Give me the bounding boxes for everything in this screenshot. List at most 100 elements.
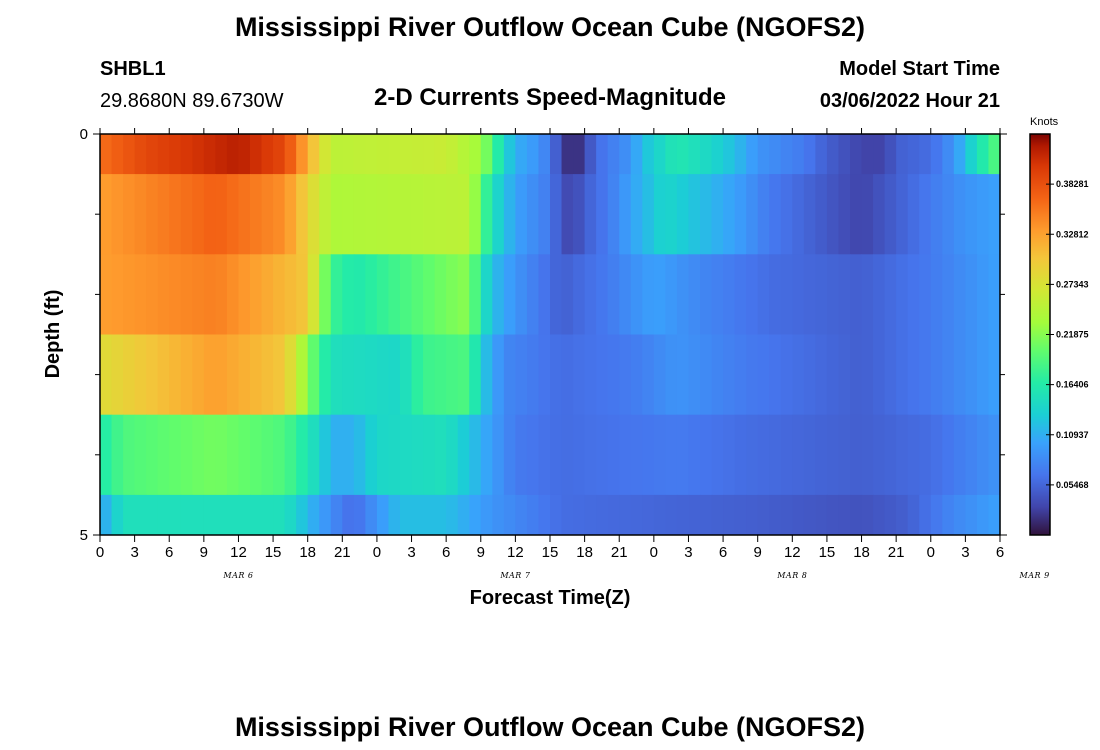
model-start-value: 03/06/2022 Hour 21 <box>820 90 1000 112</box>
heatmap-cell <box>561 174 574 255</box>
heatmap-cell <box>780 414 793 496</box>
heatmap-cell <box>146 134 159 175</box>
heatmap-cell <box>307 254 320 335</box>
heatmap-cell <box>746 134 759 175</box>
heatmap-cell <box>388 494 401 536</box>
heatmap-cell <box>953 174 966 255</box>
heatmap-cell <box>711 254 724 335</box>
heatmap-cell <box>550 254 563 335</box>
x-tick-label: 3 <box>961 544 969 561</box>
heatmap-cell <box>826 134 840 175</box>
heatmap-cell <box>169 174 182 255</box>
heatmap-cell <box>723 174 736 255</box>
heatmap-cell <box>203 134 216 175</box>
heatmap-cell <box>896 414 909 496</box>
heatmap-cell <box>307 414 320 496</box>
heatmap-cell <box>538 334 551 416</box>
heatmap-cell <box>792 414 805 496</box>
heatmap-cell <box>942 494 955 536</box>
heatmap-cell <box>400 334 413 416</box>
heatmap-cell <box>273 494 286 536</box>
heatmap-cell <box>803 334 816 416</box>
heatmap-cell <box>434 254 447 335</box>
heatmap-cell <box>192 134 205 175</box>
heatmap-cell <box>180 134 193 175</box>
heatmap-cell <box>296 334 309 416</box>
heatmap-cell <box>953 494 966 536</box>
heatmap-cell <box>100 494 113 536</box>
heatmap-cell <box>400 174 413 255</box>
heatmap-cell <box>353 254 366 335</box>
station-coordinates: 29.8680N 89.6730W <box>100 90 284 112</box>
heatmap-cell <box>896 494 909 536</box>
chart-title: 2-D Currents Speed-Magnitude <box>374 84 726 111</box>
heatmap-cell <box>100 174 113 255</box>
heatmap-cell <box>515 494 528 536</box>
heatmap-cell <box>607 414 620 496</box>
heatmap-cell <box>123 414 136 496</box>
heatmap-cell <box>861 414 874 496</box>
heatmap-cell <box>596 174 609 255</box>
heatmap-cell <box>873 134 886 175</box>
heatmap-cell <box>596 494 609 536</box>
heatmap-cell <box>376 174 390 255</box>
heatmap-cell <box>942 334 955 416</box>
heatmap-cell <box>503 414 516 496</box>
heatmap-cell <box>873 174 886 255</box>
heatmap-cell <box>100 254 113 335</box>
heatmap-cell <box>492 334 505 416</box>
heatmap-cell <box>619 414 632 496</box>
heatmap-cell <box>111 414 124 496</box>
heatmap-cell <box>238 334 251 416</box>
heatmap-cell <box>746 334 759 416</box>
heatmap-cell <box>607 174 620 255</box>
station-id: SHBL1 <box>100 58 166 80</box>
heatmap-cell <box>988 414 1001 496</box>
heatmap-cell <box>180 494 193 536</box>
heatmap-cell <box>480 494 493 536</box>
heatmap-cell <box>146 494 159 536</box>
colorbar-tick-label: 0.32812 <box>1056 229 1089 239</box>
heatmap-cell <box>642 134 655 175</box>
heatmap-cell <box>307 174 320 255</box>
heatmap-cell <box>953 134 966 175</box>
heatmap-cell <box>930 254 943 335</box>
heatmap-cell <box>942 134 955 175</box>
x-axis-ticks: 0 3 6 9 12 15 18 21 0 3 6 9 12 15 18 21 0 3 6 9 12 15 18 21 0 3 6 <box>96 128 1004 561</box>
heatmap-cell <box>676 414 690 496</box>
heatmap-cell <box>388 414 401 496</box>
heatmap-cell <box>503 494 516 536</box>
heatmap-cell <box>434 414 447 496</box>
heatmap-cell <box>457 414 470 496</box>
heatmap-cell <box>469 414 482 496</box>
heatmap-cell <box>423 414 436 496</box>
heatmap-cell <box>342 334 355 416</box>
heatmap-cell <box>353 414 366 496</box>
heatmap-cell <box>203 174 216 255</box>
heatmap-cell <box>238 414 251 496</box>
heatmap <box>100 134 1001 536</box>
heatmap-cell <box>503 174 516 255</box>
heatmap-cell <box>330 494 343 536</box>
heatmap-cell <box>365 174 378 255</box>
heatmap-cell <box>573 334 586 416</box>
heatmap-cell <box>411 174 424 255</box>
heatmap-cell <box>100 414 113 496</box>
heatmap-cell <box>850 254 863 335</box>
heatmap-cell <box>215 494 228 536</box>
heatmap-cell <box>942 414 955 496</box>
colorbar-unit: Knots <box>1030 116 1059 128</box>
heatmap-cell <box>100 134 113 175</box>
colorbar-ticks: 0.38281 0.32812 0.27343 0.21875 0.16406 0.109… <box>1046 179 1089 490</box>
heatmap-cell <box>619 174 632 255</box>
heatmap-cell <box>769 134 782 175</box>
heatmap-cell <box>838 494 851 536</box>
heatmap-cell <box>353 334 366 416</box>
heatmap-cell <box>203 414 216 496</box>
heatmap-cell <box>630 174 643 255</box>
heatmap-cell <box>365 334 378 416</box>
heatmap-cell <box>734 134 747 175</box>
heatmap-cell <box>896 174 909 255</box>
heatmap-cell <box>111 254 124 335</box>
